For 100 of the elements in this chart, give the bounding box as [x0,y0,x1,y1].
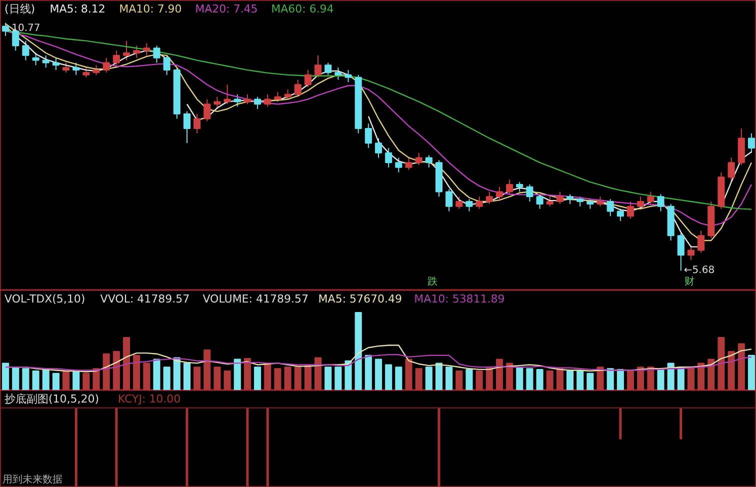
bar [556,368,564,390]
candlestick [728,157,735,183]
bar [536,368,544,390]
candlestick [153,45,160,64]
text: MA20: 7.45 [195,2,258,16]
bar [626,370,634,390]
bar [738,343,745,390]
bar [204,349,211,390]
candlestick [254,96,262,110]
candlestick [596,196,604,207]
bar [133,354,140,390]
bar [52,372,60,390]
bar [374,358,382,390]
bar [42,368,50,390]
bar [314,357,322,390]
bar [194,366,201,390]
bar [405,358,412,390]
annotation: 用到未来数据 [2,474,62,486]
candlestick [626,201,634,220]
candlestick [82,67,90,78]
bar [526,368,534,390]
candlestick [143,42,150,56]
candlestick [456,196,463,210]
candlestick [385,147,392,168]
candlestick [395,157,402,173]
bar [284,366,292,390]
bar [435,362,443,390]
text: MA5: 8.12 [50,2,106,16]
bar [214,366,221,390]
bar [304,365,312,390]
candlestick [657,194,664,212]
candlestick [244,94,251,105]
candlestick [324,62,332,76]
candlestick [486,191,493,204]
bar [32,370,40,390]
bar [667,362,674,390]
candlestick [466,198,473,212]
bar [425,366,432,390]
candlestick [92,64,100,76]
candlestick [586,198,594,210]
bar [687,368,695,390]
bar [586,372,594,390]
chart-title: VOL-TDX(5,10) [4,292,86,306]
bar [294,366,302,390]
text: VOLUME: 41789.57 [202,292,308,306]
candlestick [304,70,312,88]
chart-title: (日线) [4,2,36,16]
bar [102,353,110,390]
candlestick [616,208,624,222]
candlestick [415,152,422,166]
bar [516,366,524,390]
candlestick [102,57,110,73]
candlestick [374,138,382,158]
bar [82,372,90,390]
bar [596,366,604,390]
bar [496,358,503,390]
bar [2,362,10,390]
candlestick [32,52,40,66]
bar [224,370,231,390]
candlestick [72,62,80,76]
bar [506,362,514,390]
bar [364,354,372,390]
candlestick [606,198,614,217]
bar [153,358,160,390]
text: MA5: 57670.49 [318,292,402,306]
bar [566,370,574,390]
bar [486,366,493,390]
bar [446,366,453,390]
bar [748,354,755,390]
candlestick [22,40,30,61]
candlestick [2,22,10,36]
bar [72,371,80,390]
candlestick [556,191,564,204]
series-label: KCYJ: 10.00 [118,392,181,406]
candlestick [334,67,342,80]
bar [264,362,272,390]
candlestick [748,132,755,154]
bar [657,368,664,390]
bar [62,370,70,390]
bar [334,366,342,390]
bar [647,366,654,390]
text: MA10: 7.90 [119,2,182,16]
candlestick [546,196,554,207]
candlestick [183,110,191,144]
candlestick [264,94,272,108]
bar [718,336,725,390]
candlestick [566,194,574,204]
candlestick [677,232,684,272]
candlestick [224,84,231,105]
candlestick [516,182,524,192]
bar [173,357,180,390]
candlestick [234,94,241,108]
candlestick [284,89,292,100]
bar [466,368,473,390]
bar [183,362,191,390]
annotation: ←5.68 [684,265,715,276]
candlestick [576,196,584,207]
bar [354,312,362,390]
bar [22,368,30,390]
bar [476,370,483,390]
